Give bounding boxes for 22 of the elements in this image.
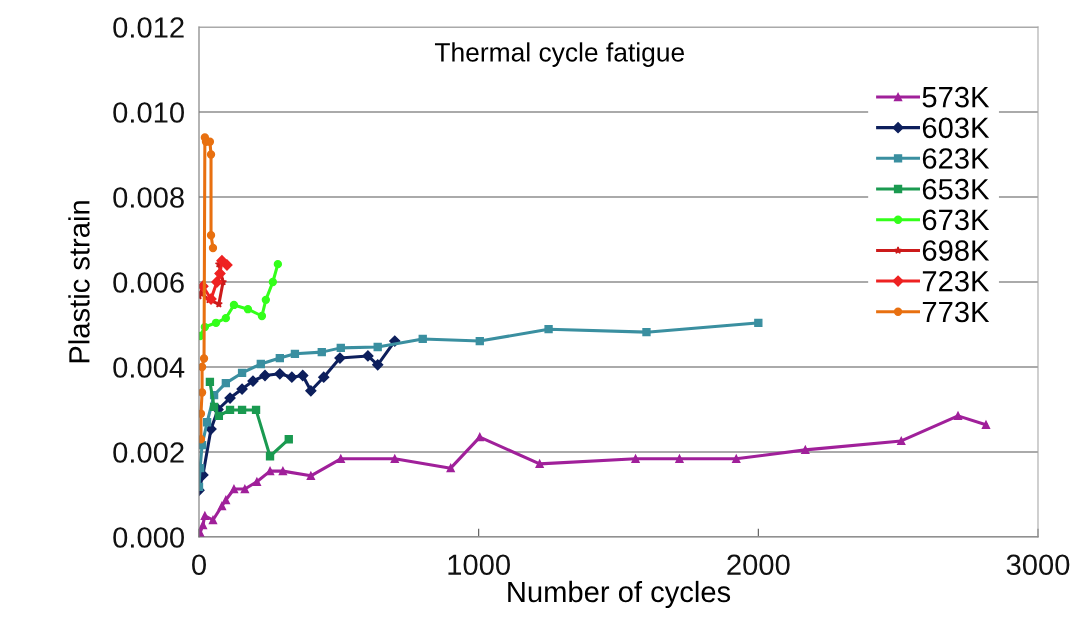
x-tick-label: 3000	[1006, 554, 1070, 576]
y-tick-label: 0.012	[113, 17, 184, 38]
legend-label: 698K	[922, 240, 990, 261]
y-tick-label: 0.006	[113, 272, 184, 293]
y-axis-title: Plastic strain	[68, 201, 90, 363]
x-tick-label: 1000	[448, 554, 510, 576]
legend-label: 653K	[922, 178, 990, 200]
legend-label: 723K	[922, 270, 990, 292]
legend-label: 773K	[922, 301, 990, 323]
legend-label: 623K	[922, 148, 990, 169]
y-tick-label: 0.004	[113, 357, 185, 378]
y-tick-label: 0.000	[113, 527, 184, 548]
y-tick-label: 0.008	[113, 187, 184, 208]
legend-label: 603K	[922, 117, 990, 139]
legend-label: 673K	[922, 209, 990, 231]
x-tick-label: 0	[192, 554, 206, 576]
legend-label: 573K	[922, 86, 990, 108]
y-tick-label: 0.010	[113, 102, 184, 123]
x-tick-label: 2000	[727, 554, 790, 576]
annotation: Thermal cycle fatigue	[434, 42, 684, 67]
x-axis-title: Number of cycles	[508, 580, 731, 609]
y-tick-label: 0.002	[113, 442, 184, 463]
